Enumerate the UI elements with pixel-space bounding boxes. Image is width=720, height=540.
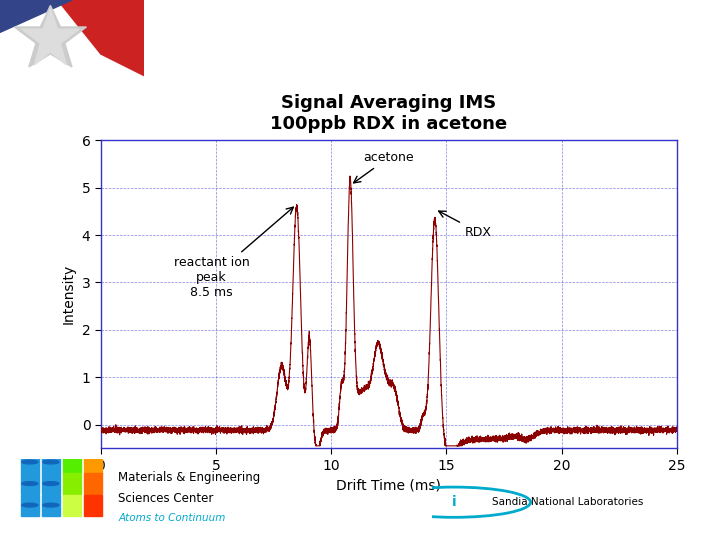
Circle shape <box>22 460 38 464</box>
Polygon shape <box>58 0 144 76</box>
Bar <box>84 473 102 494</box>
Bar <box>21 473 39 494</box>
Polygon shape <box>14 5 86 67</box>
X-axis label: Drift Time (ms): Drift Time (ms) <box>336 478 441 492</box>
Bar <box>21 451 39 472</box>
Bar <box>63 451 81 472</box>
Bar <box>42 451 60 472</box>
Circle shape <box>42 460 59 464</box>
Text: reactant ion
peak
8.5 ms: reactant ion peak 8.5 ms <box>174 207 293 299</box>
Text: Materials & Engineering: Materials & Engineering <box>118 471 261 484</box>
Bar <box>63 495 81 516</box>
Circle shape <box>42 482 59 485</box>
Text: Sandia National Laboratories: Sandia National Laboratories <box>492 497 644 507</box>
Bar <box>84 451 102 472</box>
Bar <box>63 473 81 494</box>
Bar <box>42 473 60 494</box>
Text: Atoms to Continuum: Atoms to Continuum <box>118 513 225 523</box>
Text: i: i <box>451 495 456 509</box>
Bar <box>42 495 60 516</box>
Title: Signal Averaging IMS
100ppb RDX in acetone: Signal Averaging IMS 100ppb RDX in aceto… <box>270 94 508 133</box>
Circle shape <box>22 482 38 485</box>
Bar <box>21 495 39 516</box>
Y-axis label: Intensity: Intensity <box>62 264 76 325</box>
Text: acetone: acetone <box>354 151 414 183</box>
Circle shape <box>22 503 38 507</box>
Polygon shape <box>0 0 72 32</box>
Text: Sciences Center: Sciences Center <box>118 492 213 505</box>
Bar <box>84 495 102 516</box>
Text: RDX: RDX <box>438 211 492 239</box>
Polygon shape <box>22 9 79 65</box>
Circle shape <box>42 503 59 507</box>
